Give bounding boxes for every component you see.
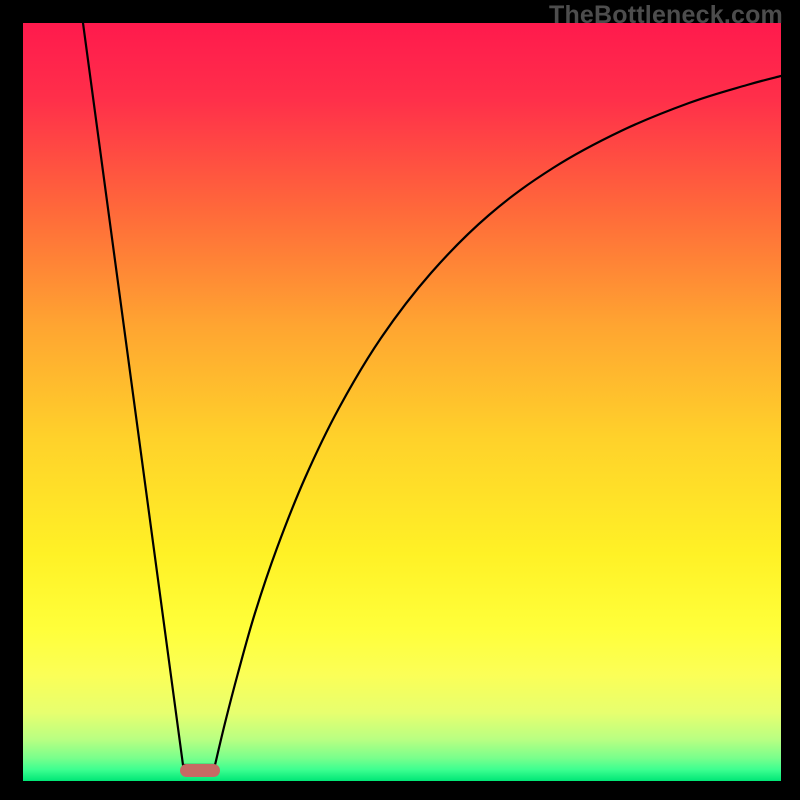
bottleneck-curve [83,23,781,765]
chart-container: TheBottleneck.com [0,0,800,800]
watermark-text: TheBottleneck.com [549,1,783,30]
optimal-marker [180,764,220,777]
curve-layer [23,23,781,781]
plot-area [23,23,781,781]
